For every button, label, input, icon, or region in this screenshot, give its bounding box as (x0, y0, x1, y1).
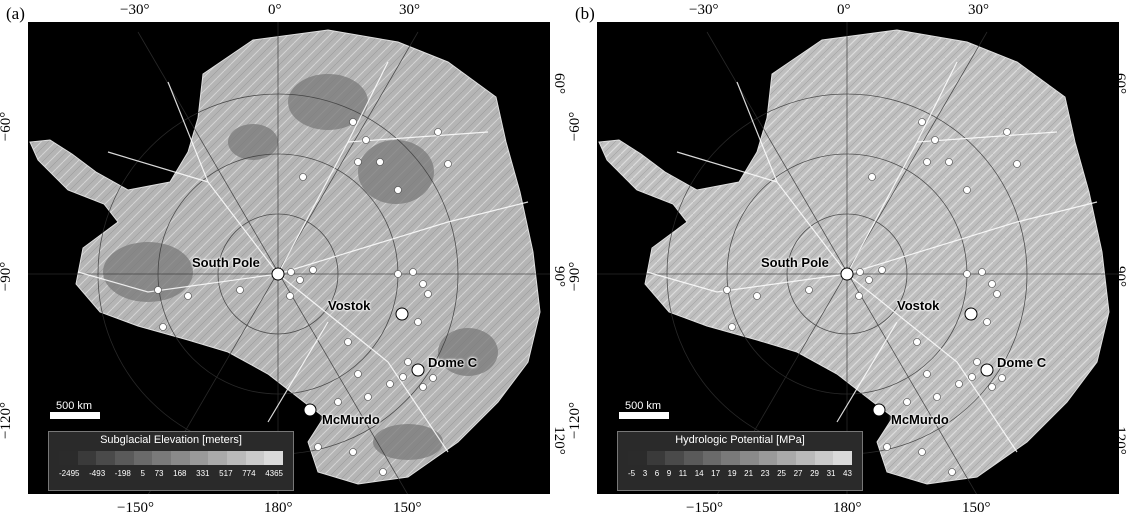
legend-tick: 21 (744, 469, 754, 478)
legend-tick: 19 (727, 469, 737, 478)
legend-tick: 17 (711, 469, 721, 478)
scale-bar: 500 km (619, 400, 669, 419)
legend-ramp (59, 451, 284, 465)
lon-label-top-3: 30° (399, 2, 420, 18)
legend-tick: 4365 (265, 469, 283, 478)
legend-tick: 27 (793, 469, 803, 478)
lon-label-top-2: 0° (268, 2, 282, 18)
legend-tick: -198 (114, 469, 131, 478)
mcmurdo-marker (303, 403, 317, 417)
map-graphic (28, 22, 550, 494)
dome-c-marker (980, 363, 994, 377)
mcmurdo-marker (872, 403, 886, 417)
scale-line (50, 412, 100, 419)
legend-ticks: -5 3 6 9 11 14 17 19 21 23 25 27 29 31 4… (628, 469, 852, 478)
panel-b: (b) −30° 0° 30° −150° 180° 150° −60° −90… (566, 0, 1138, 521)
legend-tick: -2495 (59, 469, 80, 478)
legend-ticks: -2495 -493 -198 5 73 168 331 517 774 436… (59, 469, 283, 478)
map-graphic (597, 22, 1119, 494)
legend-tick: 517 (219, 469, 233, 478)
legend-tick: -493 (89, 469, 106, 478)
lon-label-top-2: 0° (837, 2, 851, 18)
legend-tick: 774 (242, 469, 256, 478)
vostok-label: Vostok (328, 298, 371, 313)
dome-c-label: Dome C (997, 355, 1047, 370)
lon-label-top-1: −30° (689, 2, 719, 18)
lat-label-right-3: 120° (550, 426, 567, 455)
panel-a: (a) −30° 0° 30° −150° 180° 150° −60° −90… (0, 2, 567, 516)
south-pole-label: South Pole (761, 255, 829, 270)
lat-label-left-2: −90° (0, 261, 15, 292)
lon-label-bottom-3: 150° (962, 500, 991, 516)
legend-tick: 9 (666, 469, 672, 478)
legend-tick: 168 (173, 469, 187, 478)
panel-label: (a) (6, 4, 25, 23)
lake-markers (154, 118, 452, 476)
legend-tick: 3 (642, 469, 648, 478)
scale-label: 500 km (625, 400, 662, 412)
legend-tick: -5 (628, 469, 636, 478)
legend-tick: 23 (760, 469, 770, 478)
lon-label-bottom-2: 180° (264, 500, 293, 516)
vostok-marker (964, 307, 978, 321)
lat-label-left-1: −60° (567, 111, 584, 142)
legend-tick: 14 (694, 469, 704, 478)
potential-legend: Hydrologic Potential [MPa] -5 3 6 9 11 1… (617, 431, 863, 491)
mcmurdo-label: McMurdo (322, 412, 380, 427)
legend-tick: 73 (154, 469, 164, 478)
scale-label: 500 km (56, 400, 93, 412)
legend-tick: 6 (654, 469, 660, 478)
lon-label-bottom-1: −150° (686, 500, 723, 516)
legend-tick: 25 (777, 469, 787, 478)
lat-label-left-3: −120° (566, 402, 583, 439)
legend-tick: 29 (810, 469, 819, 478)
continent-outline (29, 29, 541, 485)
panel-label: (b) (575, 4, 595, 23)
station-markers (271, 267, 425, 417)
legend-title: Hydrologic Potential [MPa] (675, 434, 805, 446)
lat-label-right-1: 60° (551, 73, 567, 94)
south-pole-marker (271, 267, 285, 281)
south-pole-label: South Pole (192, 255, 260, 270)
vostok-label: Vostok (897, 298, 940, 313)
south-pole-marker (840, 267, 854, 281)
antarctica-map: South Pole Vostok Dome C McMurdo 500 km … (597, 22, 1119, 494)
lon-label-bottom-3: 150° (393, 500, 422, 516)
lake-markers (723, 118, 1021, 476)
legend-tick: 43 (843, 469, 852, 478)
legend-tick: 5 (140, 469, 145, 478)
dome-c-label: Dome C (428, 355, 478, 370)
lat-label-left-1: −60° (0, 111, 15, 142)
drainage-divides (77, 61, 529, 453)
scale-bar: 500 km (50, 400, 100, 419)
mcmurdo-label: McMurdo (891, 412, 949, 427)
station-markers (840, 267, 994, 417)
dome-c-marker (411, 363, 425, 377)
scale-line (619, 412, 669, 419)
continent-outline (598, 29, 1110, 485)
legend-title: Subglacial Elevation [meters] (100, 434, 242, 446)
lon-label-bottom-2: 180° (833, 500, 862, 516)
antarctica-map: South Pole Vostok Dome C McMurdo 500 km … (28, 22, 550, 494)
legend-tick: 11 (678, 469, 688, 478)
lon-label-top-3: 30° (968, 2, 989, 18)
legend-tick: 331 (196, 469, 210, 478)
elevation-legend: Subglacial Elevation [meters] -2495 -493… (48, 431, 294, 491)
legend-ramp (628, 451, 853, 465)
subglacial-basins (103, 74, 498, 460)
lat-label-left-2: −90° (567, 261, 584, 292)
lon-label-top-1: −30° (120, 2, 150, 18)
drainage-divides (646, 61, 1098, 453)
lon-label-bottom-1: −150° (117, 500, 154, 516)
vostok-marker (395, 307, 409, 321)
lat-label-right-2: 90° (551, 266, 567, 287)
legend-tick: 31 (826, 469, 836, 478)
lat-label-left-3: −120° (0, 402, 14, 439)
